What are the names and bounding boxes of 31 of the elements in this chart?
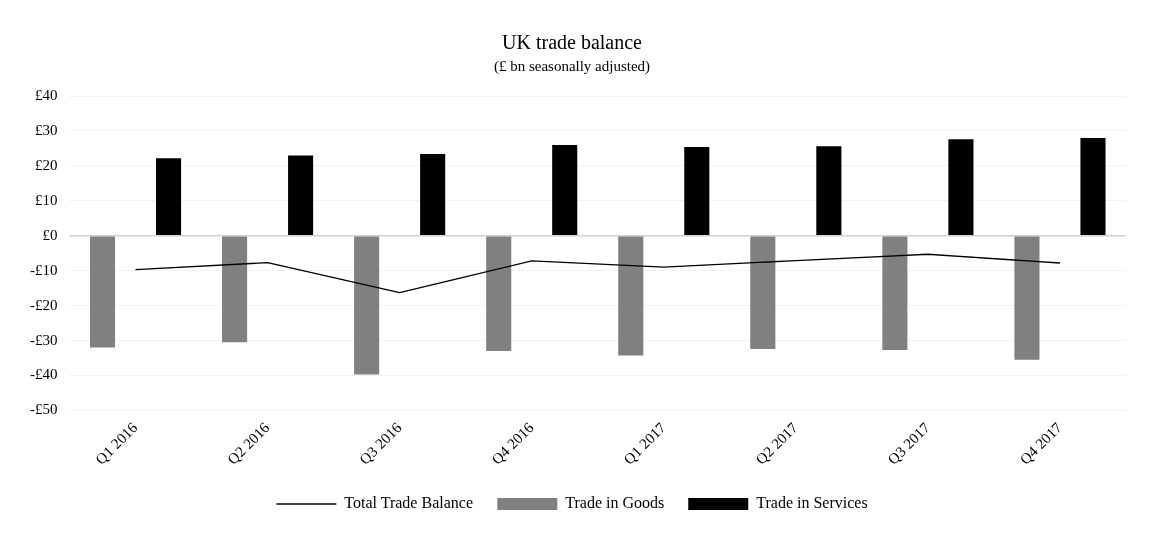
chart-title: UK trade balance (502, 31, 643, 54)
y-tick-label: -£40 (30, 366, 58, 383)
bar (1080, 137, 1106, 235)
y-tick-label: £20 (35, 156, 58, 173)
bar (948, 139, 974, 235)
legend-label: Trade in Services (756, 494, 868, 512)
y-tick-label: -£20 (30, 296, 58, 313)
bar (486, 236, 512, 352)
bar (222, 236, 248, 343)
bar (156, 158, 182, 235)
y-tick-label: £10 (35, 191, 58, 208)
y-tick-label: -£10 (30, 261, 58, 278)
bar (750, 236, 776, 349)
bar (288, 155, 314, 235)
legend-label: Total Trade Balance (344, 494, 473, 512)
bar (354, 236, 380, 375)
bar (882, 236, 908, 350)
bar (684, 147, 710, 235)
bar (1014, 236, 1040, 360)
y-tick-label: £0 (42, 226, 58, 243)
bar (89, 236, 116, 348)
chart-subtitle: (£ bn seasonally adjusted) (493, 57, 651, 75)
bar (552, 144, 578, 235)
y-tick-label: -£30 (30, 331, 58, 348)
legend-label: Trade in Goods (565, 494, 665, 512)
y-tick-label: £30 (35, 121, 58, 138)
bar (420, 154, 446, 235)
bar (816, 146, 842, 235)
y-tick-label: £40 (35, 86, 58, 103)
y-tick-label: -£50 (30, 401, 58, 418)
bar (618, 236, 644, 356)
